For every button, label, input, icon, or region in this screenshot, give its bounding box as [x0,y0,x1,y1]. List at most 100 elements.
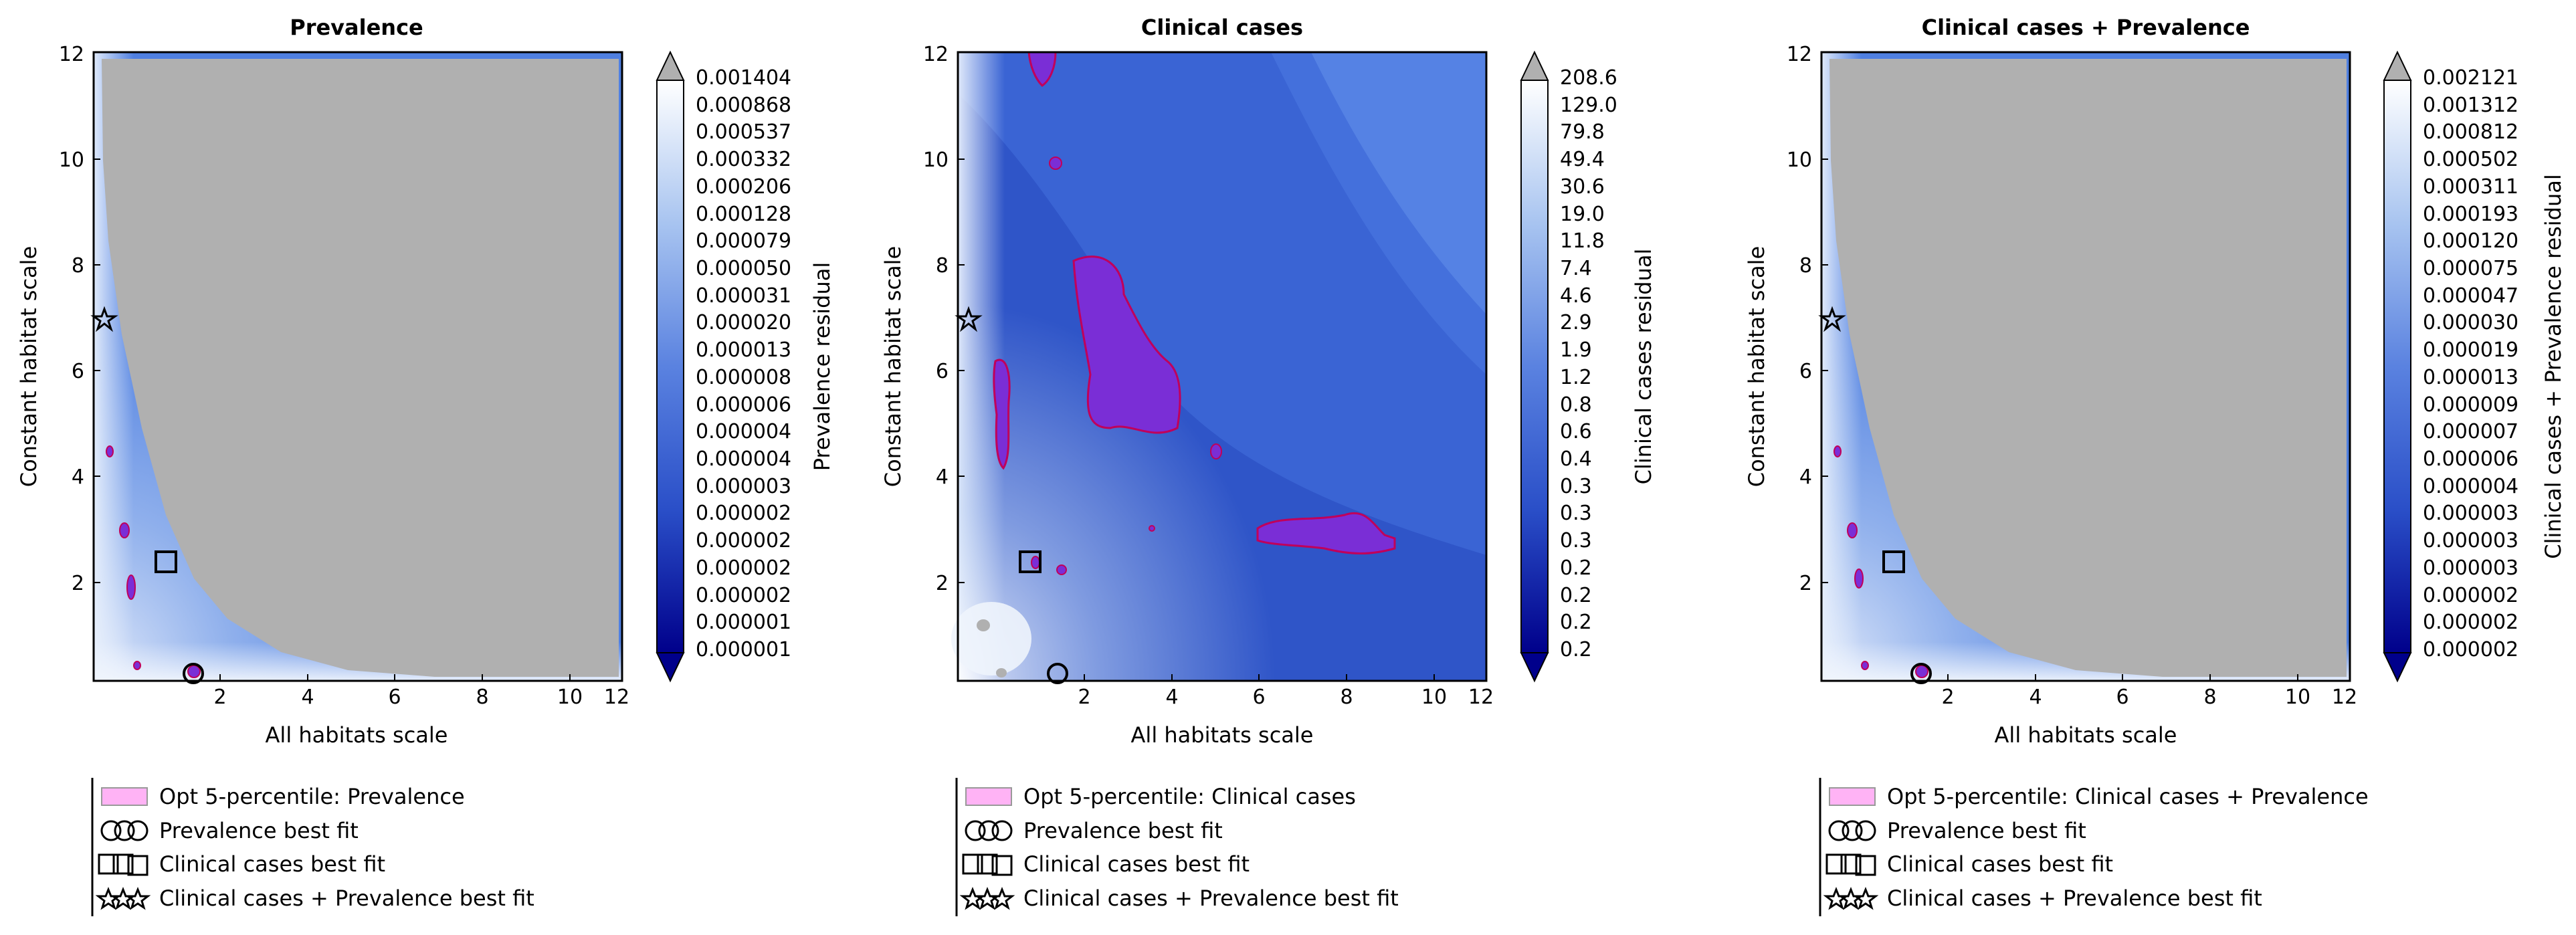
plot-area [1818,51,2351,684]
panel-prevalence: Prevalence [16,15,835,916]
legend-circle-icon [100,820,148,841]
cbar-tick: 0.2 [1560,584,1592,607]
cbar-tick: 0.000002 [696,529,791,552]
cbar-tick: 0.000013 [2423,366,2518,389]
legend: Opt 5-percentile: Clinical cases Prevale… [955,778,1399,916]
cbar-tick: 0.000003 [2423,502,2518,525]
cbar-tick: 0.000004 [696,420,791,443]
cbar-tick: 0.000332 [696,148,791,171]
cbar-tick: 0.000868 [696,94,791,117]
cbar-tick: 0.000193 [2423,203,2518,226]
y-tick-label: 10 [1787,148,1812,172]
x-tick-label: 4 [2029,686,2042,709]
cbar-tick: 208.6 [1560,66,1617,90]
x-tick-label: 4 [301,686,314,709]
cbar-tick: 0.3 [1560,502,1592,525]
gray-patch [996,668,1007,678]
cbar-tick: 0.3 [1560,529,1592,552]
opt-region-markers [993,51,1396,575]
cbar-tick: 0.000002 [2423,584,2518,607]
x-tick-label: 10 [2285,686,2310,709]
best-fit-markers [1818,306,1932,684]
plot-frame [1820,51,2351,682]
colorbar-under-arrow [656,652,685,683]
opt-region [187,665,201,678]
cbar-tick: 1.2 [1560,366,1592,389]
x-tick-label: 8 [2203,686,2216,709]
colorbar: 0.001404 0.000868 0.000537 0.000332 0.00… [656,50,835,683]
x-tick-label: 2 [1941,686,1954,709]
panel-title: Clinical cases + Prevalence [1922,15,2250,40]
opt-region [133,661,141,670]
x-tick-label: 10 [557,686,583,709]
colorbar-under-arrow [1520,652,1549,683]
opt-region [1256,512,1396,554]
x-tick-label: 8 [1340,686,1353,709]
x-axis-label: All habitats scale [266,722,448,748]
plot-frame [92,51,623,682]
legend-circle-icon [965,820,1013,841]
plot-area [90,51,623,684]
opt-region [1861,661,1869,670]
y-tick-label: 4 [936,465,949,489]
y-tick-label: 2 [936,572,949,595]
x-tick-label: 6 [1252,686,1265,709]
x-tick-label: 2 [213,686,226,709]
prevalence-best-fit-marker [1910,663,1932,684]
colorbar-gradient [2383,80,2411,653]
colorbar-label: Clinical cases residual [1631,249,1656,485]
opt-region [1072,255,1181,434]
legend-entry: Opt 5-percentile: Prevalence [159,784,465,809]
y-tick-label: 8 [936,254,949,278]
cbar-tick: 30.6 [1560,175,1605,199]
y-tick-label: 12 [923,43,949,66]
cbar-tick: 0.001312 [2423,94,2518,117]
cbar-tick: 11.8 [1560,229,1605,253]
y-axis-label: Constant habitat scale [880,246,906,487]
cbar-tick: 0.000006 [696,393,791,417]
combined-best-fit-marker [1818,306,1846,332]
legend-entry: Clinical cases best fit [1023,851,1250,877]
colorbar-gradient [1520,80,1549,653]
colorbar-gradient [656,80,684,653]
y-axis: 2 4 6 8 10 12 Constant habitat scale [16,43,100,595]
x-tick-label: 12 [604,686,629,709]
x-axis-label: All habitats scale [1131,722,1314,748]
panel-title: Prevalence [290,15,423,40]
cbar-tick: 0.3 [1560,475,1592,498]
best-fit-markers [90,306,204,684]
opt-region [119,522,130,538]
x-axis: 2 4 6 8 10 12 All habitats scale [1941,674,2357,748]
cbar-tick: 0.000050 [696,257,791,280]
cbar-tick: 0.002121 [2423,66,2518,90]
legend-star-icon [95,886,151,910]
cbar-tick: 0.000019 [2423,338,2518,362]
cbar-tick: 0.000006 [2423,447,2518,471]
out-of-range-region [1829,59,2347,677]
cbar-tick: 0.000004 [2423,475,2518,498]
opt-region [1031,556,1040,569]
legend-entry: Clinical cases + Prevalence best fit [1023,886,1399,911]
cbar-tick: 0.000020 [696,311,791,334]
legend-square-icon [962,853,1013,876]
opt-region [1149,525,1155,532]
opt-region [1847,522,1858,538]
cbar-tick: 49.4 [1560,148,1605,171]
cbar-tick: 0.000812 [2423,120,2518,144]
opt-region [1854,568,1864,589]
legend-entry: Clinical cases + Prevalence best fit [159,886,534,911]
cbar-tick: 0.000009 [2423,393,2518,417]
opt-region [1915,665,1928,678]
cbar-tick: 0.000030 [2423,311,2518,334]
cbar-tick: 0.000004 [696,447,791,471]
y-axis-label: Constant habitat scale [16,246,41,487]
best-fit-markers [955,306,1068,684]
legend-entry: Prevalence best fit [1023,818,1223,843]
cbar-tick: 0.001404 [696,66,791,90]
x-tick-label: 12 [2332,686,2357,709]
plot-area [951,51,1488,684]
cbar-tick: 0.000047 [2423,284,2518,308]
cbar-tick: 0.000002 [696,502,791,525]
plot-frame [957,51,1488,682]
